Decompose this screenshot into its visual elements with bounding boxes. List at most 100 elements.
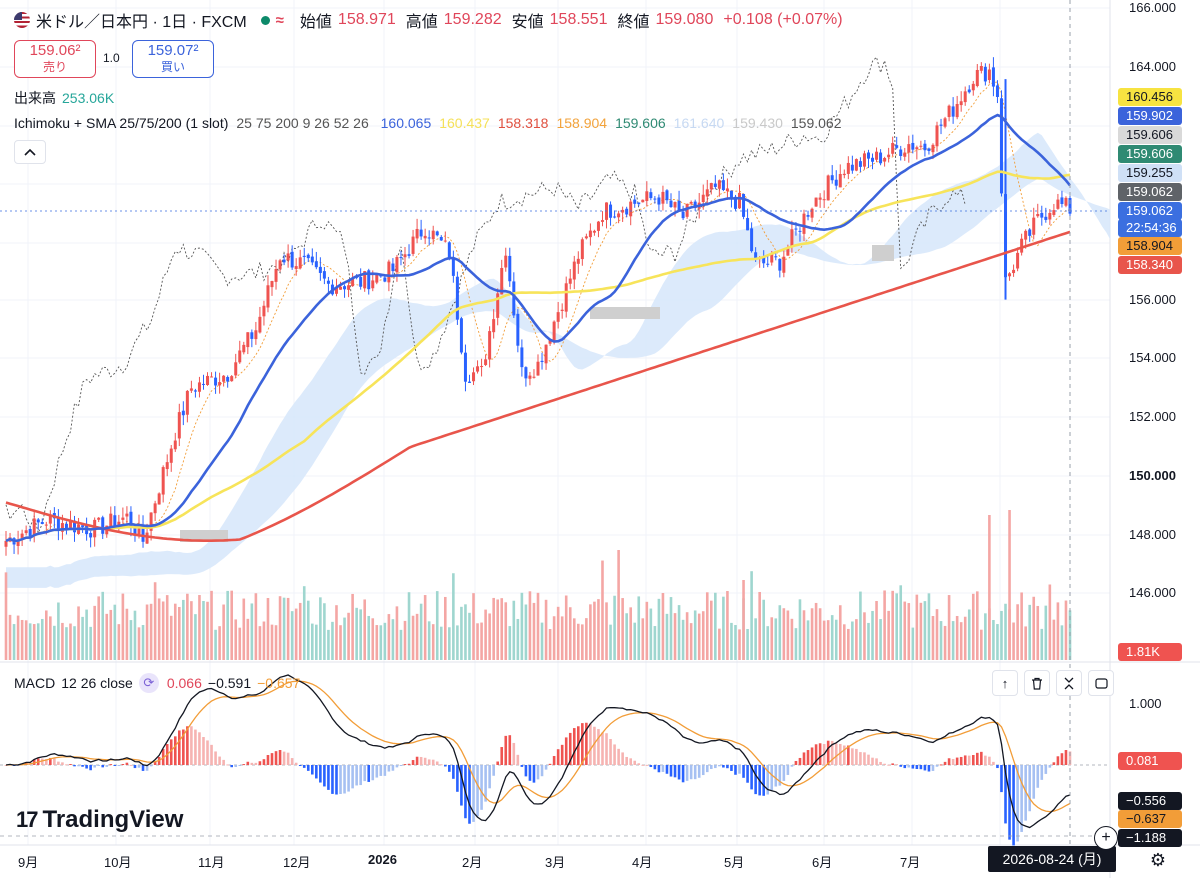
macd-histogram-bar [597, 729, 600, 765]
macd-line-value: −0.591 [207, 675, 252, 691]
macd-histogram-bar [439, 764, 443, 766]
macd-histogram-bar [40, 758, 44, 765]
macd-histogram-bar [1000, 765, 1003, 793]
candle-body [528, 375, 532, 379]
volume-bar [178, 606, 181, 660]
price-label: 159.902 [1118, 107, 1182, 125]
candle-body [415, 228, 419, 239]
candle-body [629, 201, 633, 217]
macd-histogram-bar [254, 762, 258, 765]
macd-histogram-bar [613, 744, 616, 765]
collapse-legend-button[interactable] [14, 140, 46, 164]
macd-histogram-bar [198, 732, 201, 765]
tradingview-logo[interactable]: 17 TradingView [16, 806, 183, 834]
indicator-value: 160.065 [380, 115, 432, 131]
macd-histogram-bar [871, 757, 874, 765]
macd-histogram-bar [435, 761, 439, 765]
macd-histogram-bar [387, 765, 391, 772]
macd-histogram-bar [532, 765, 536, 783]
macd-histogram-bar [419, 756, 423, 765]
macd-histogram-bar [145, 765, 149, 771]
macd-histogram-bar [492, 765, 495, 776]
volume-bar [194, 614, 197, 660]
maximize-pane-button[interactable] [1088, 670, 1114, 696]
price-label: 160.456 [1118, 88, 1182, 106]
candle-body [210, 376, 214, 378]
volume-legend[interactable]: 出来高 253.06K [14, 88, 114, 108]
volume-bar [367, 615, 371, 660]
ichimoku-cloud-area [6, 132, 1111, 588]
volume-bar [40, 618, 44, 660]
volume-bar [677, 605, 681, 660]
delete-pane-button[interactable] [1024, 670, 1050, 696]
macd-histogram-bar [319, 765, 322, 783]
price-tick: 166.000 [1129, 0, 1176, 15]
candle-body [149, 512, 153, 531]
macd-histogram-bar [774, 765, 778, 787]
candle-body [181, 410, 185, 416]
buy-price: 159.07² [147, 42, 199, 59]
macd-histogram-bar [552, 756, 556, 765]
volume-bar [613, 595, 616, 660]
buy-button[interactable]: 159.07² 買い [132, 40, 214, 78]
macd-histogram-bar [375, 765, 379, 778]
volume-bar [883, 590, 886, 660]
macd-histogram-bar [1068, 751, 1072, 765]
macd-histogram-bar [278, 750, 282, 765]
volume-bar [899, 585, 903, 660]
collapse-pane-button[interactable] [1056, 670, 1082, 696]
moving-averages [5, 113, 1072, 543]
volume-bar [782, 608, 786, 660]
volume-bar [577, 623, 580, 660]
candle-body [895, 145, 899, 148]
volume-bar [661, 593, 665, 660]
open-label: 始値 [299, 14, 332, 31]
sell-button[interactable]: 159.06² 売り [14, 40, 96, 78]
volume-bar [391, 619, 395, 660]
price-label: 158.340 [1118, 256, 1182, 274]
buy-label: 買い [160, 60, 185, 74]
macd-histogram-bar [351, 765, 354, 789]
symbol-title[interactable]: 米ドル／日本円 · 1日 · FXCM [36, 14, 247, 31]
volume-bar [556, 606, 560, 660]
macd-histogram-bar [182, 729, 185, 765]
macd-histogram-bar [480, 765, 483, 810]
volume-bar [28, 623, 32, 660]
price-label: 159.255 [1118, 164, 1182, 182]
candle-body [343, 286, 347, 290]
candle-body [713, 183, 717, 187]
macd-histogram-bar [931, 765, 935, 771]
volume-bar [36, 623, 40, 660]
macd-histogram-bar [855, 748, 858, 765]
volume-bar [347, 612, 350, 660]
candle-body [1040, 212, 1044, 218]
volume-bar [963, 616, 967, 660]
volume-bar [992, 620, 995, 660]
candle-body [258, 316, 262, 333]
volume-bar [359, 609, 362, 660]
candle-body [439, 236, 443, 241]
gear-icon[interactable]: ⚙ [1149, 849, 1167, 870]
macd-legend[interactable]: MACD 12 26 close ⟳ 0.066 −0.591 −0.657 [14, 673, 306, 693]
macd-histogram-bar [431, 759, 435, 765]
volume-bar [927, 593, 931, 660]
macd-histogram-bar [347, 765, 350, 792]
candle-body [919, 145, 923, 147]
volume-bar [847, 628, 850, 660]
candle-body [431, 230, 435, 240]
volume-bar [1052, 619, 1056, 660]
candle-body [927, 148, 931, 151]
candle-body [476, 366, 480, 372]
macd-histogram-bar [621, 752, 624, 765]
candle-body [254, 330, 258, 340]
macd-histogram-bar [669, 765, 673, 777]
refresh-icon[interactable]: ⟳ [138, 673, 159, 693]
volume-bar [802, 610, 806, 660]
macd-histogram-bar [705, 765, 709, 773]
plus-circle-icon[interactable]: + [1094, 826, 1118, 850]
indicator-legend[interactable]: Ichimoku + SMA 25/75/200 (1 slot) 25 75 2… [14, 115, 850, 131]
candle-body [955, 103, 959, 118]
volume-bar [480, 622, 483, 660]
move-pane-up-button[interactable]: ↑ [992, 670, 1018, 696]
